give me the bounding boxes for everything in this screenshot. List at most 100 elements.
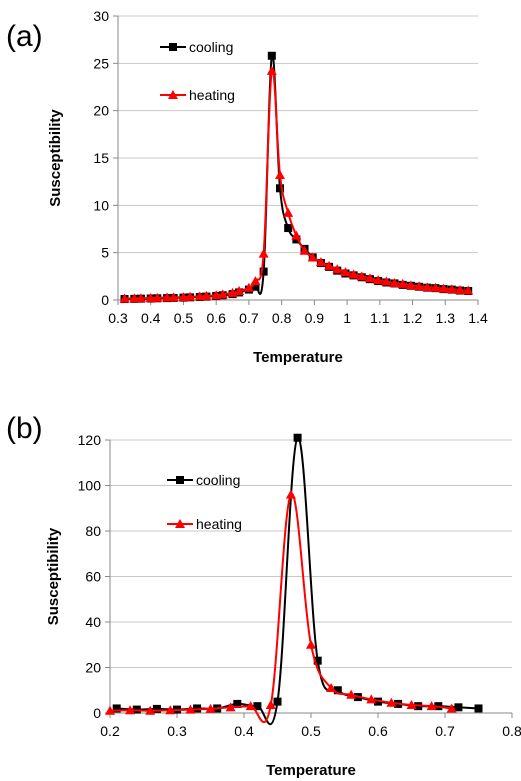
x-tick-label: 0.4	[234, 723, 254, 739]
data-point-heating	[145, 293, 156, 303]
data-point-cooling	[253, 702, 262, 711]
legend-marker-heating	[175, 519, 185, 528]
data-point-heating	[381, 276, 392, 286]
data-point-heating	[265, 700, 276, 710]
data-point-heating	[430, 282, 441, 292]
data-point-heating	[205, 703, 216, 713]
series-line-heating	[124, 68, 469, 300]
y-axis-title: Susceptibility	[45, 527, 62, 625]
data-point-heating	[185, 704, 196, 714]
data-point-cooling	[251, 282, 260, 291]
data-point-heating	[446, 284, 457, 294]
data-point-heating	[348, 269, 359, 279]
data-point-heating	[105, 705, 115, 715]
data-point-heating	[250, 276, 261, 286]
y-tick-label: 0	[93, 705, 101, 721]
data-point-cooling	[276, 184, 284, 193]
data-point-heating	[422, 282, 433, 292]
data-point-heating	[194, 291, 205, 301]
data-point-cooling	[267, 51, 276, 60]
y-tick-label: 80	[85, 523, 101, 539]
legend-label-cooling: cooling	[196, 472, 240, 488]
data-point-heating	[299, 245, 310, 255]
x-tick-label: 1	[343, 310, 351, 326]
y-tick-label: 100	[78, 478, 102, 494]
data-point-heating	[307, 252, 318, 262]
data-point-heating	[365, 273, 375, 283]
x-tick-label: 0.7	[435, 723, 455, 739]
data-point-cooling	[273, 697, 282, 706]
legend-label-heating: heating	[196, 516, 242, 532]
data-point-heating	[258, 248, 269, 258]
y-tick-label: 120	[78, 432, 102, 448]
x-tick-label: 0.9	[305, 310, 325, 326]
chart-a-svg: 0 5 10 15 20 25 30 0.3 0.4 0.5 0.6 0.7 0.8 0.9 1 1.1 1.2…	[47, 8, 488, 366]
x-tick-label: 0.3	[167, 723, 187, 739]
data-point-heating	[389, 277, 400, 287]
x-tick-label: 0.2	[100, 723, 120, 739]
x-tick-label: 0.5	[301, 723, 321, 739]
data-point-cooling	[454, 703, 463, 712]
y-tick-label: 15	[93, 150, 109, 166]
x-tick-label: 1.4	[468, 310, 488, 326]
data-point-heating	[135, 293, 146, 303]
data-point-heating	[168, 292, 179, 302]
data-point-heating	[306, 639, 316, 649]
legend-label-cooling: cooling	[189, 39, 233, 55]
y-tick-label: 10	[93, 197, 109, 213]
chart-panel-a: (a) 0 5 10 15 20 25 30 0.3 0.4 0.5 0.6 0.7 0.8 0.9 1 1.…	[0, 0, 521, 390]
data-point-heating	[119, 293, 130, 303]
data-point-heating	[275, 170, 285, 180]
x-tick-label: 0.4	[141, 310, 161, 326]
data-point-cooling	[233, 699, 242, 708]
y-tick-label: 30	[93, 8, 109, 24]
data-point-heating	[243, 282, 254, 292]
y-tick-label: 25	[93, 55, 109, 71]
data-point-heating	[366, 694, 377, 704]
data-point-cooling	[259, 267, 268, 276]
x-tick-label: 0.5	[174, 310, 194, 326]
x-tick-label: 1.1	[370, 310, 390, 326]
data-point-heating	[414, 281, 425, 291]
data-point-heating	[185, 291, 195, 301]
data-point-heating	[315, 257, 326, 267]
y-tick-label: 40	[85, 614, 101, 630]
x-tick-label: 1.2	[403, 310, 423, 326]
data-point-cooling	[313, 656, 322, 665]
legend-marker-cooling	[176, 476, 184, 484]
data-point-heating	[446, 703, 457, 713]
data-point-heating	[291, 230, 302, 240]
chart-b-svg: 0 20 40 60 80 100 120 0.2 0.3 0.4 0.5 0.6 0.7 0.8 Temp…	[45, 432, 521, 779]
series-line-heating	[109, 493, 452, 724]
x-tick-label: 0.6	[368, 723, 388, 739]
data-point-heating	[397, 278, 408, 288]
legend-label-heating: heating	[189, 87, 235, 103]
data-point-heating	[324, 260, 335, 270]
x-tick-label: 1.3	[436, 310, 456, 326]
legend-marker-heating	[168, 90, 178, 99]
data-point-heating	[438, 283, 449, 293]
data-point-cooling	[152, 704, 161, 713]
y-tick-label: 0	[101, 292, 109, 308]
data-point-heating	[129, 293, 140, 303]
data-point-heating	[217, 289, 228, 299]
data-point-heating	[245, 701, 256, 711]
data-point-heating	[406, 700, 417, 710]
data-point-heating	[145, 705, 156, 715]
data-point-cooling	[333, 686, 342, 695]
data-point-heating	[332, 264, 343, 274]
x-tick-label: 0.8	[502, 723, 521, 739]
data-point-heating	[373, 275, 384, 285]
data-point-heating	[405, 280, 416, 290]
data-point-heating	[165, 705, 176, 715]
data-point-heating	[386, 697, 397, 707]
panel-label-b: (b)	[6, 412, 43, 445]
x-axis-title: Temperature	[253, 349, 343, 366]
panel-label-a: (a)	[6, 20, 43, 53]
series-line-cooling	[124, 53, 469, 301]
x-tick-label: 0.3	[108, 310, 128, 326]
data-point-heating	[234, 286, 245, 296]
y-tick-label: 60	[85, 569, 101, 585]
x-tick-label: 0.6	[206, 310, 226, 326]
data-point-cooling	[112, 704, 121, 713]
